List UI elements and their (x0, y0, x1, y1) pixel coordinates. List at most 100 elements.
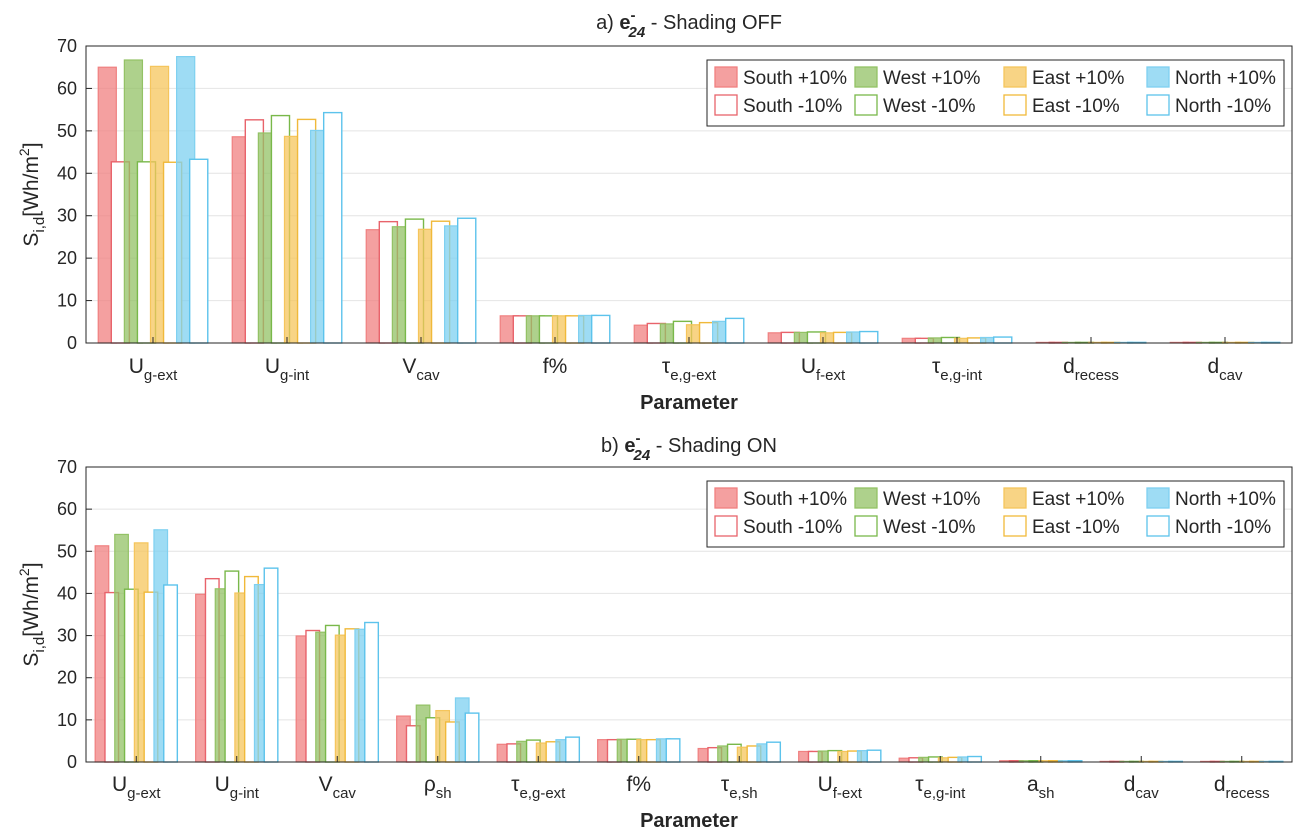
bar-north-10--1 (322, 111, 343, 344)
y-tick-label: 20 (57, 248, 77, 268)
y-tick-label: 70 (57, 36, 77, 56)
legend-swatch (854, 487, 878, 509)
y-tick-label: 50 (57, 541, 77, 561)
bar-north-10--5 (665, 738, 681, 763)
legend-box (706, 480, 1285, 548)
x-tick-label: Vcav (319, 773, 357, 802)
x-tick-label: ash (1027, 773, 1055, 802)
x-tick-label: Uf-ext (818, 773, 863, 802)
legend-swatch (1003, 94, 1027, 116)
legend-entry: North -10% (1175, 517, 1271, 538)
y-tick-label: 30 (57, 626, 77, 646)
legend-swatch (1003, 515, 1027, 537)
axes-box (85, 466, 1293, 763)
legend: South +10% West +10% East +10% North +10% So… (706, 59, 1285, 127)
y-tick-label: 60 (57, 499, 77, 519)
legend-entry: East -10% (1032, 96, 1120, 117)
legend-swatch (854, 515, 878, 537)
x-tick-label: ρsh (424, 773, 452, 802)
legend-swatch (1146, 515, 1170, 537)
bar-north-10--0 (163, 584, 179, 763)
chart-panel-b: 0 10 20 30 40 50 60 70 Ug-ext Ug-int Vcav ρsh τe,g-e… (16, 430, 1293, 830)
legend-entry: West +10% (883, 68, 980, 89)
x-tick-label: f% (543, 355, 568, 378)
y-tick-label: 40 (57, 583, 77, 603)
bar-north-10--0 (188, 158, 209, 344)
legend-swatch (854, 66, 878, 88)
legend-entry: West -10% (883, 96, 976, 117)
bar-north-10--6 (992, 336, 1013, 344)
legend-entry: North +10% (1175, 489, 1276, 510)
x-axis-label: Parameter (640, 392, 738, 414)
legend-swatch (1146, 66, 1170, 88)
legend-box (706, 59, 1285, 127)
legend-swatch (714, 487, 738, 509)
x-tick-label: Ug-ext (129, 355, 178, 384)
y-tick-label: 20 (57, 668, 77, 688)
x-tick-label: drecess (1214, 773, 1270, 802)
legend-swatch (1146, 94, 1170, 116)
x-axis-label: Parameter (640, 810, 738, 830)
y-tick-label: 10 (57, 291, 77, 311)
bar-north-10--8 (967, 755, 983, 763)
legend-swatch (854, 94, 878, 116)
bar-north-10--2 (456, 217, 477, 344)
bar-north-10--2 (364, 621, 380, 763)
legend-entry: North +10% (1175, 68, 1276, 89)
chart-panel-a: 0 10 20 30 40 50 60 70 Ug-ext Ug-int Vcav f% τe,g-ex… (16, 7, 1293, 414)
bar-north-10--3 (464, 712, 480, 763)
x-tick-label: τe,g-ext (511, 773, 566, 802)
y-tick-label: 0 (67, 752, 77, 772)
y-tick-label: 30 (57, 206, 77, 226)
bar-north-10--6 (766, 741, 782, 763)
y-axis-label: Si,d[Wh/m2] (16, 142, 48, 246)
y-tick-label: 50 (57, 121, 77, 141)
legend: South +10% West +10% East +10% North +10% So… (706, 480, 1285, 548)
legend-swatch (1146, 487, 1170, 509)
legend-entry: South -10% (743, 96, 842, 117)
legend-swatch (714, 66, 738, 88)
bar-north-10--4 (565, 736, 581, 763)
legend-swatch (1003, 66, 1027, 88)
x-tick-label: Uf-ext (801, 355, 846, 384)
legend-entry: South -10% (743, 517, 842, 538)
legend-entry: East -10% (1032, 517, 1120, 538)
axes-box (85, 45, 1293, 344)
legend-entry: East +10% (1032, 489, 1125, 510)
bar-north-10--5 (858, 330, 879, 344)
x-tick-label: dcav (1207, 355, 1243, 384)
y-tick-label: 70 (57, 457, 77, 477)
x-tick-label: τe,g-ext (662, 355, 717, 384)
bar-north-10--1 (263, 567, 279, 763)
y-axis-label: Si,d[Wh/m2] (16, 562, 48, 666)
y-tick-label: 0 (67, 333, 77, 353)
legend-entry: East +10% (1032, 68, 1125, 89)
legend-entry: West -10% (883, 517, 976, 538)
bar-north-10--7 (866, 749, 882, 763)
x-tick-label: Ug-int (215, 773, 260, 802)
chart-title: b) e-24 - Shading ON (601, 430, 777, 464)
bar-north-10--3 (590, 314, 611, 344)
x-tick-label: Ug-ext (112, 773, 161, 802)
legend-swatch (714, 515, 738, 537)
legend-entry: West +10% (883, 489, 980, 510)
y-tick-label: 10 (57, 710, 77, 730)
legend-swatch (714, 94, 738, 116)
x-tick-label: Ug-int (265, 355, 310, 384)
bar-north-10--4 (724, 317, 745, 344)
legend-entry: South +10% (743, 68, 847, 89)
legend-entry: South +10% (743, 489, 847, 510)
chart-title: a) e-24 - Shading OFF (596, 7, 782, 41)
x-tick-label: τe,g-int (915, 773, 966, 802)
y-tick-label: 60 (57, 78, 77, 98)
x-tick-label: Vcav (402, 355, 440, 384)
legend-swatch (1003, 487, 1027, 509)
x-tick-label: f% (626, 773, 651, 796)
x-tick-label: τe,sh (721, 773, 758, 802)
y-tick-label: 40 (57, 163, 77, 183)
x-tick-label: τe,g-int (932, 355, 983, 384)
x-tick-label: dcav (1124, 773, 1160, 802)
x-tick-label: drecess (1063, 355, 1119, 384)
legend-entry: North -10% (1175, 96, 1271, 117)
